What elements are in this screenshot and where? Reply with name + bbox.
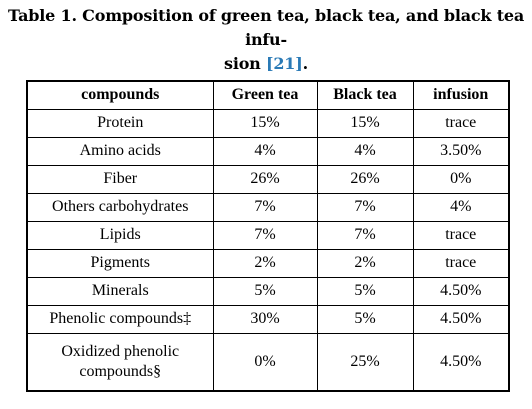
cell-infusion: 4% xyxy=(412,192,510,222)
cell-black-tea: 7% xyxy=(316,220,414,250)
cell-black-tea: 7% xyxy=(316,192,414,222)
cell-compound: Phenolic compounds‡ xyxy=(26,304,214,334)
cell-compound: Minerals xyxy=(26,276,214,306)
cell-green-tea: 5% xyxy=(212,276,318,306)
cell-black-tea: 25% xyxy=(316,332,414,392)
caption-period: . xyxy=(302,54,309,73)
cell-green-tea: 4% xyxy=(212,136,318,166)
cell-infusion: 4.50% xyxy=(412,304,510,334)
table-row: Lipids 7% 7% trace xyxy=(26,220,510,250)
header-black-tea: Black tea xyxy=(316,80,414,110)
cell-infusion: 4.50% xyxy=(412,276,510,306)
cell-black-tea: 5% xyxy=(316,276,414,306)
table-row: Amino acids 4% 4% 3.50% xyxy=(26,136,510,166)
cell-black-tea: 5% xyxy=(316,304,414,334)
composition-table: compounds Green tea Black tea infusion P… xyxy=(26,80,510,392)
table-row: Minerals 5% 5% 4.50% xyxy=(26,276,510,306)
table-row: Fiber 26% 26% 0% xyxy=(26,164,510,194)
cell-infusion: 0% xyxy=(412,164,510,194)
header-compounds: compounds xyxy=(26,80,214,110)
cell-compound: Protein xyxy=(26,108,214,138)
cell-black-tea: 15% xyxy=(316,108,414,138)
cell-black-tea: 26% xyxy=(316,164,414,194)
cell-compound: Fiber xyxy=(26,164,214,194)
cell-compound: Lipids xyxy=(26,220,214,250)
cell-compound: Others carbohydrates xyxy=(26,192,214,222)
reference-link[interactable]: [21] xyxy=(265,54,303,73)
table-row: Pigments 2% 2% trace xyxy=(26,248,510,278)
header-green-tea: Green tea xyxy=(212,80,318,110)
table-header-row: compounds Green tea Black tea infusion xyxy=(26,80,510,110)
cell-compound: Oxidized phenolic compounds§ xyxy=(26,332,214,392)
table-row: Others carbohydrates 7% 7% 4% xyxy=(26,192,510,222)
cell-green-tea: 7% xyxy=(212,220,318,250)
cell-green-tea: 7% xyxy=(212,192,318,222)
cell-green-tea: 0% xyxy=(212,332,318,392)
header-infusion: infusion xyxy=(412,80,510,110)
cell-compound: Amino acids xyxy=(26,136,214,166)
cell-green-tea: 2% xyxy=(212,248,318,278)
table-row: Protein 15% 15% trace xyxy=(26,108,510,138)
cell-infusion: trace xyxy=(412,220,510,250)
table-row: Oxidized phenolic compounds§ 0% 25% 4.50… xyxy=(26,332,510,392)
cell-green-tea: 15% xyxy=(212,108,318,138)
cell-green-tea: 30% xyxy=(212,304,318,334)
cell-compound: Pigments xyxy=(26,248,214,278)
cell-infusion: 4.50% xyxy=(412,332,510,392)
cell-green-tea: 26% xyxy=(212,164,318,194)
table-caption: Table 1. Composition of green tea, black… xyxy=(0,4,532,76)
table-row: Phenolic compounds‡ 30% 5% 4.50% xyxy=(26,304,510,334)
cell-infusion: 3.50% xyxy=(412,136,510,166)
cell-infusion: trace xyxy=(412,248,510,278)
cell-infusion: trace xyxy=(412,108,510,138)
caption-text-line1: Table 1. Composition of green tea, black… xyxy=(7,6,525,49)
caption-text-line2: sion xyxy=(224,54,266,73)
cell-black-tea: 2% xyxy=(316,248,414,278)
cell-black-tea: 4% xyxy=(316,136,414,166)
